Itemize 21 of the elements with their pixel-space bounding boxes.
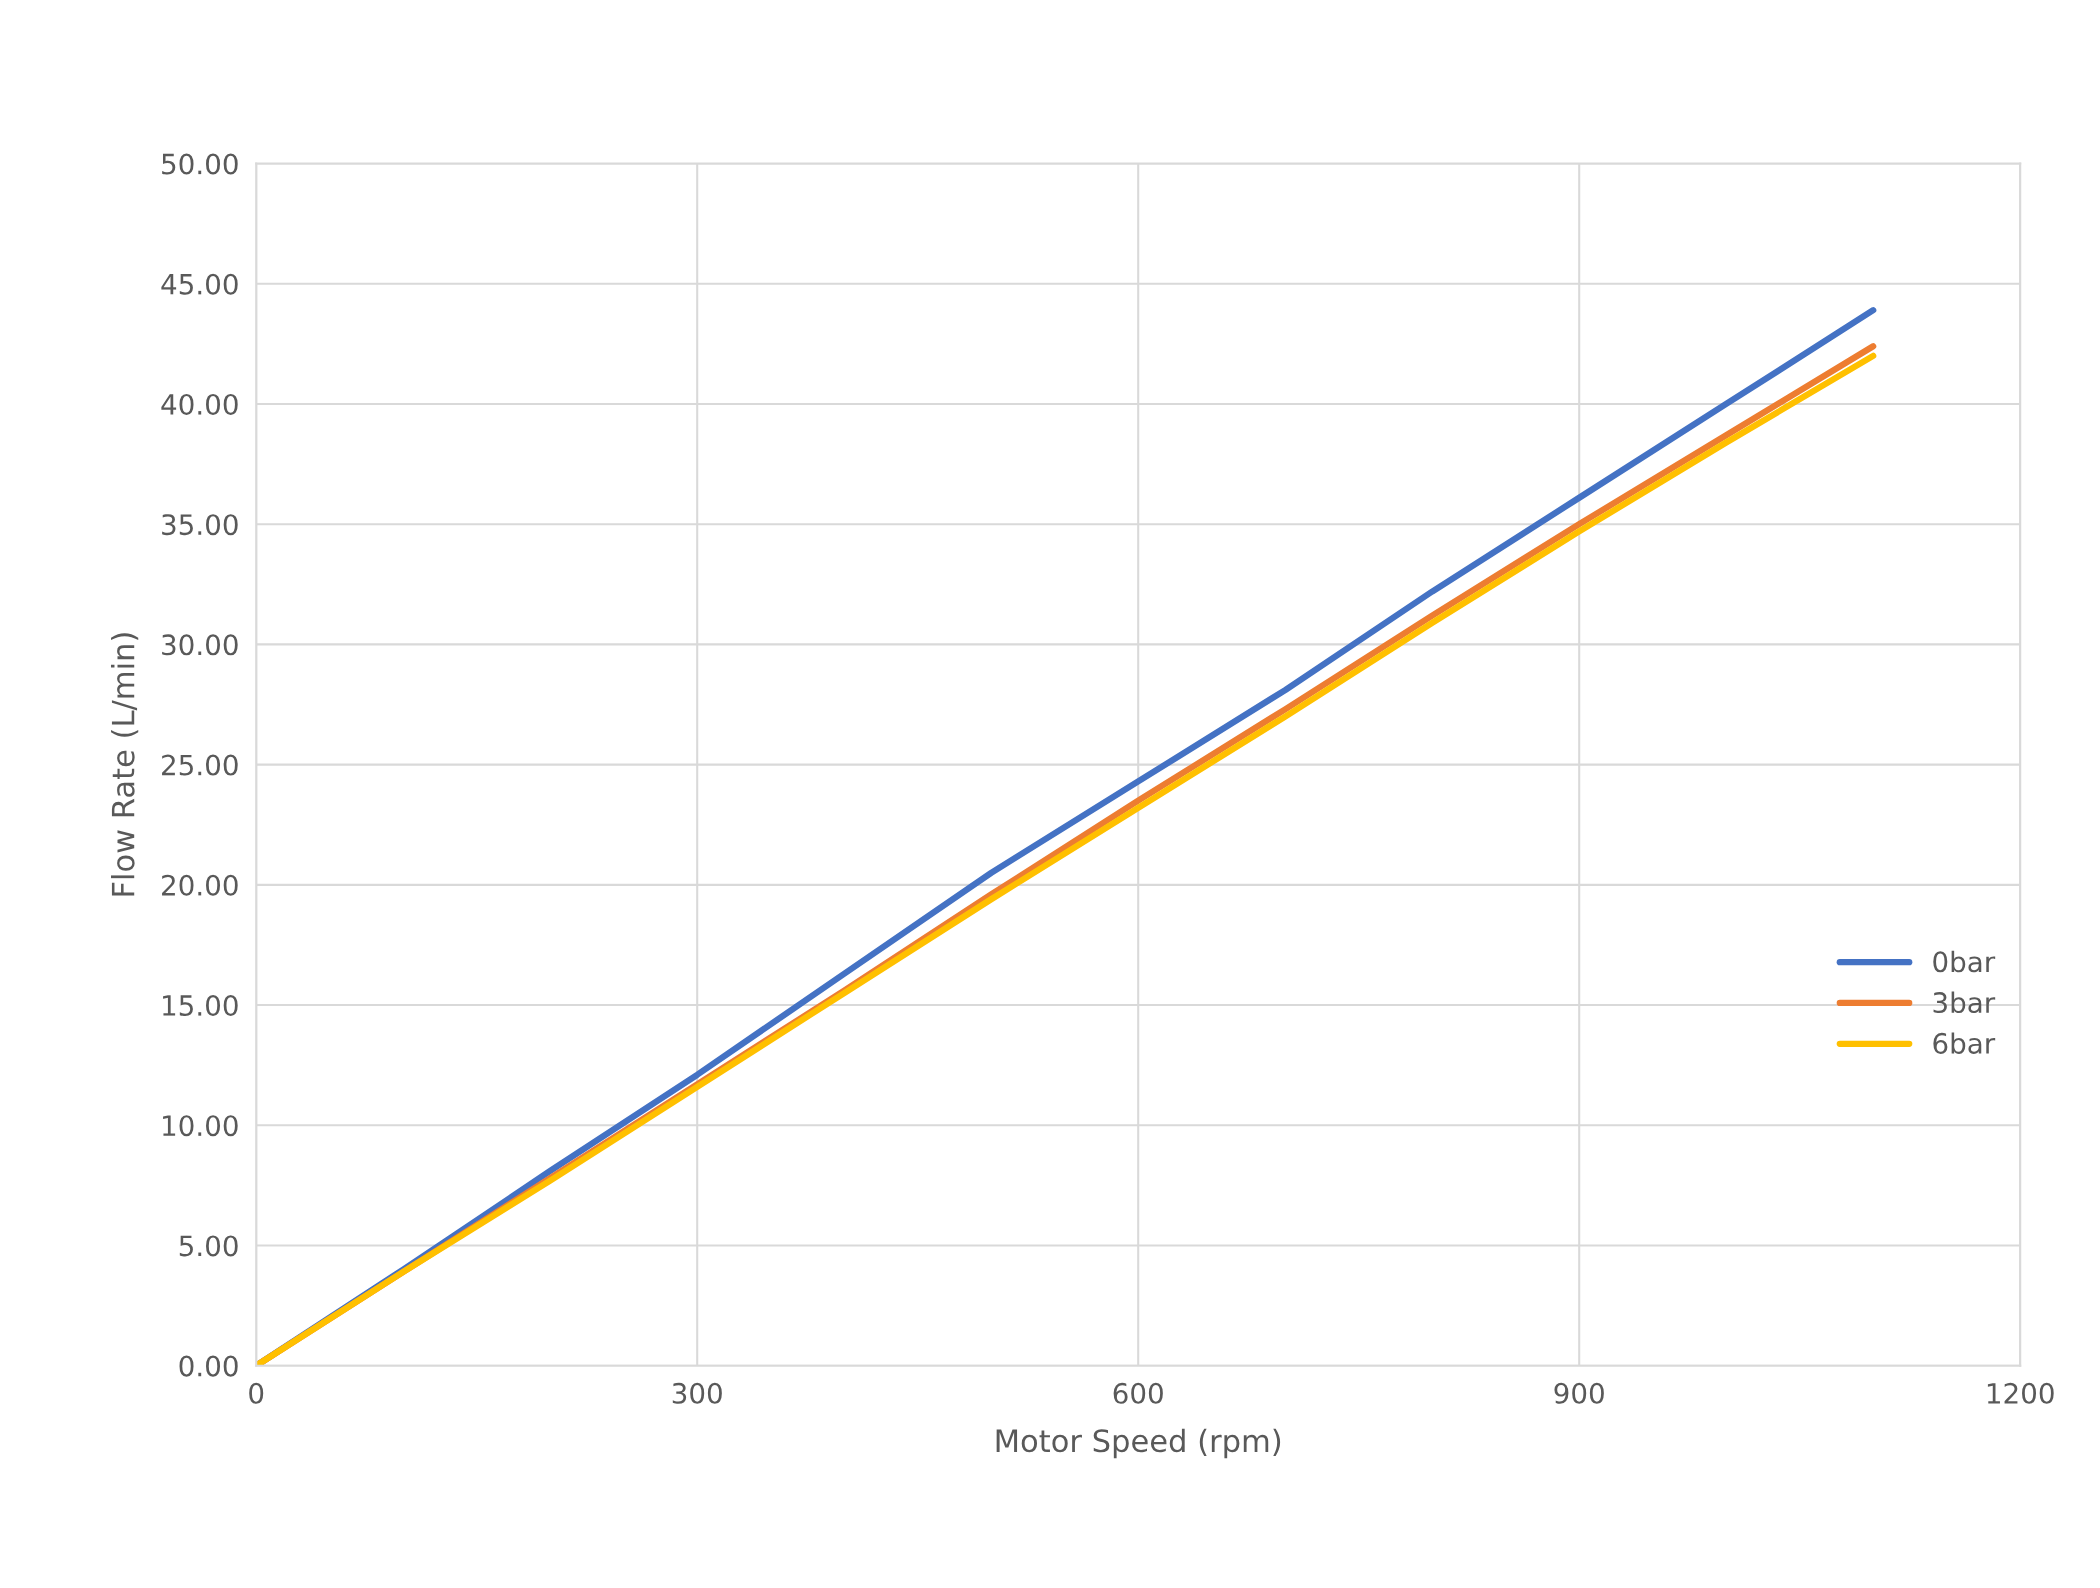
x-axis-title: Motor Speed (rpm) [996,1428,1281,1459]
y-tick-label: 10.00 [163,1115,238,1137]
y-tick-label: 50.00 [162,153,238,175]
x-tick-label: 0 [249,1382,264,1404]
y-tick-label: 30.00 [162,634,238,656]
y-tick-label: 40.00 [161,393,238,415]
y-tick-label: 35.00 [162,514,238,536]
y-tick-label: 15.00 [163,994,238,1016]
y-axis-title: Flow Rate (L/min) [110,633,139,896]
x-tick-label: 900 [1554,1382,1604,1404]
x-tick-label: 300 [672,1382,722,1404]
y-tick-label: 25.00 [162,754,238,776]
legend-label: 3bar [1933,991,1996,1014]
legend-label: 0bar [1933,950,1996,973]
legend-label: 6bar [1933,1032,1996,1054]
y-tick-label: 0.00 [179,1355,238,1377]
y-tick-label: 20.00 [162,874,238,896]
x-tick-label: 600 [1113,1382,1163,1404]
y-tick-label: 5.00 [179,1235,238,1257]
y-tick-label: 45.00 [161,273,238,295]
x-tick-label: 1200 [1987,1382,2054,1404]
